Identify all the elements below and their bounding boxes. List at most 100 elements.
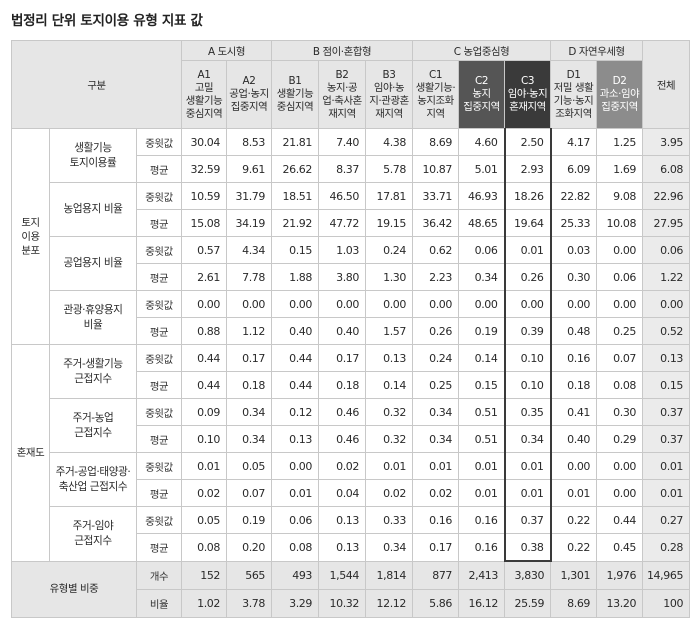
value-cell: 17.81 (365, 182, 414, 210)
value-cell: 8.69 (550, 589, 598, 618)
value-cell: 0.06 (596, 263, 644, 291)
stat-label: 중윗값 (135, 506, 183, 534)
value-cell: 0.22 (550, 533, 598, 562)
value-cell: 0.26 (503, 263, 552, 291)
value-cell: 46.50 (318, 182, 367, 210)
value-cell: 10.59 (181, 182, 228, 210)
value-cell: 0.62 (412, 236, 460, 264)
header-total: 전체 (642, 40, 691, 129)
value-cell: 0.35 (503, 398, 552, 426)
value-cell: 0.30 (550, 263, 598, 291)
value-cell: 0.06 (458, 236, 506, 264)
value-cell: 0.01 (503, 452, 552, 480)
value-cell: 1,544 (318, 560, 367, 590)
value-cell: 9.61 (226, 155, 273, 183)
value-cell: 0.88 (181, 317, 228, 345)
category-land-use: 토지 이용 분포 (11, 128, 50, 345)
table-row: 혼재도 주거-생활기능 근접지수 중윗값 0.44 0.17 0.44 0.17 0.13 0.… (11, 344, 691, 562)
value-cell: 5.78 (365, 155, 414, 183)
value-cell: 0.14 (458, 344, 506, 372)
value-cell: 0.10 (503, 371, 552, 399)
value-cell: 0.00 (596, 479, 644, 507)
value-cell: 18.26 (503, 182, 552, 210)
value-cell: 0.12 (271, 398, 320, 426)
table-row: 평균 32.59 9.61 26.62 8.37 5.78 10.87 5.01 2.93 6.0… (12, 155, 691, 183)
value-cell: 0.03 (550, 236, 598, 264)
value-cell: 0.01 (271, 479, 320, 507)
value-cell: 0.34 (458, 263, 506, 291)
value-cell: 0.01 (365, 452, 414, 480)
table-row: 평균 15.08 34.19 21.92 47.72 19.15 36.42 48.65 19.… (12, 209, 691, 237)
value-cell: 0.44 (271, 344, 320, 372)
value-cell: 1.88 (271, 263, 320, 291)
value-cell: 0.34 (412, 398, 460, 426)
stat-label: 중윗값 (135, 182, 183, 210)
value-cell: 0.18 (226, 371, 273, 399)
indicator-label: 생활기능 토지이용률 (49, 128, 137, 183)
table-row: 주거-공업·태양광· 축산업 근접지수 중윗값 0.01 0.05 0.00 0.02 0.… (12, 452, 691, 507)
value-cell: 0.00 (550, 452, 598, 480)
value-cell: 0.00 (181, 290, 228, 318)
group-header-d: D 자연우세형 (550, 40, 644, 61)
value-cell: 19.64 (503, 209, 552, 237)
value-cell: 0.17 (226, 344, 273, 372)
value-cell: 0.08 (596, 371, 644, 399)
value-cell: 0.37 (503, 506, 552, 534)
value-cell: 3,830 (504, 560, 552, 590)
value-cell: 14,965 (642, 560, 691, 590)
stat-label: 평균 (135, 533, 183, 562)
value-cell: 1.69 (596, 155, 644, 183)
value-cell: 0.10 (503, 344, 552, 372)
value-cell: 0.46 (318, 425, 367, 453)
value-cell: 10.87 (412, 155, 460, 183)
value-cell: 5.01 (458, 155, 506, 183)
value-cell: 0.18 (550, 371, 598, 399)
value-cell: 27.95 (642, 209, 691, 237)
value-cell: 0.00 (458, 290, 506, 318)
value-cell: 1.30 (365, 263, 414, 291)
sub-header-c1: C1 생활기능· 농지조화 지역 (412, 60, 460, 129)
value-cell: 0.15 (642, 371, 691, 399)
table-row: 공업용지 비율 중윗값 0.57 4.34 0.15 1.03 0.24 0.62 0.06 0.… (12, 236, 691, 291)
value-cell: 6.09 (550, 155, 598, 183)
value-cell: 12.12 (365, 589, 414, 618)
value-cell: 48.65 (458, 209, 506, 237)
stat-label: 평균 (135, 209, 183, 237)
value-cell: 0.15 (458, 371, 506, 399)
value-cell: 0.52 (642, 317, 691, 345)
value-cell: 0.00 (596, 236, 644, 264)
sub-header-b2: B2 농지·공 업·축사혼 재지역 (318, 60, 367, 129)
group-header-a: A 도시형 (181, 40, 273, 61)
value-cell: 0.48 (550, 317, 598, 345)
value-cell: 8.53 (226, 128, 273, 156)
value-cell: 0.08 (181, 533, 228, 562)
value-cell: 0.13 (642, 344, 691, 372)
sub-header-d1: D1 저밀 생활 기능·농지 조화지역 (550, 60, 598, 129)
value-cell: 0.44 (596, 506, 644, 534)
value-cell: 493 (271, 560, 320, 590)
table-row: 토지 이용 분포 생활기능 토지이용률 중윗값 30.04 8.53 21.81 7.40 4… (11, 128, 691, 345)
indicator-label: 공업용지 비율 (49, 236, 137, 291)
value-cell: 1,976 (596, 560, 644, 590)
value-cell: 0.00 (365, 290, 414, 318)
value-cell: 0.00 (271, 452, 320, 480)
value-cell: 5.86 (412, 589, 460, 618)
value-cell: 0.22 (550, 506, 598, 534)
value-cell: 0.02 (181, 479, 228, 507)
value-cell: 0.00 (226, 290, 273, 318)
value-cell: 1,301 (550, 560, 598, 590)
value-cell: 13.20 (596, 589, 644, 618)
value-cell: 2.50 (503, 128, 552, 156)
sub-header-c2: C2 농지 집중지역 (458, 60, 506, 129)
value-cell: 31.79 (226, 182, 273, 210)
value-cell: 0.13 (271, 425, 320, 453)
value-cell: 0.10 (181, 425, 228, 453)
value-cell: 877 (412, 560, 460, 590)
value-cell: 3.80 (318, 263, 367, 291)
stat-label: 평균 (135, 371, 183, 399)
value-cell: 0.14 (365, 371, 414, 399)
value-cell: 0.00 (596, 290, 644, 318)
value-cell: 21.81 (271, 128, 320, 156)
value-cell: 7.78 (226, 263, 273, 291)
page-title: 법정리 단위 토지이용 유형 지표 값 (11, 13, 203, 29)
